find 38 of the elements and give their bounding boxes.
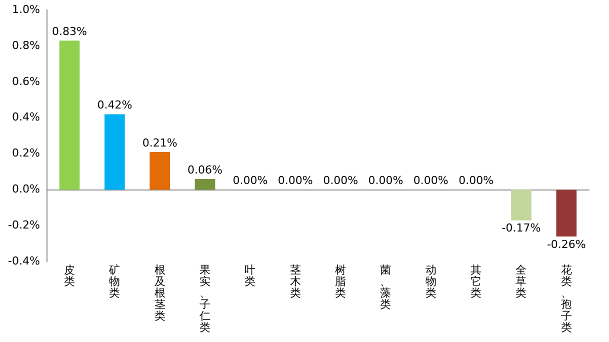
bar bbox=[59, 40, 80, 190]
data-label: 0.00% bbox=[458, 174, 494, 188]
data-label: 0.00% bbox=[413, 174, 448, 188]
x-tick-label: 矿物类 bbox=[108, 263, 120, 300]
data-label: 0.00% bbox=[368, 174, 404, 188]
x-tick-label: 全草类 bbox=[516, 263, 527, 300]
data-label: 0.00% bbox=[278, 174, 313, 188]
data-label: -0.26% bbox=[546, 238, 586, 251]
y-tick-label: 0.4% bbox=[12, 110, 40, 124]
y-tick-label: 0.0% bbox=[12, 182, 40, 196]
y-tick-label: 0.6% bbox=[12, 74, 40, 88]
x-tick-label: 茎木类 bbox=[290, 263, 301, 300]
data-label: 0.00% bbox=[323, 174, 358, 188]
y-tick-label: 0.8% bbox=[12, 38, 40, 52]
x-tick-label: 其它类 bbox=[470, 263, 482, 300]
data-label: 0.42% bbox=[97, 98, 132, 112]
bar bbox=[194, 179, 216, 190]
x-tick-label: 花类、孢子类 bbox=[560, 263, 572, 334]
y-tick-label: 0.2% bbox=[12, 146, 40, 160]
x-tick-label: 叶类 bbox=[244, 263, 256, 288]
bar bbox=[104, 114, 125, 190]
data-label: 0.21% bbox=[142, 136, 178, 150]
x-tick-label: 果实、子仁类 bbox=[200, 263, 211, 334]
bar bbox=[556, 190, 577, 237]
y-tick-label: 1.0% bbox=[12, 2, 40, 16]
x-tick-label: 根及根茎类 bbox=[154, 263, 166, 323]
x-tick-label: 动物类 bbox=[425, 263, 436, 300]
x-tick-label: 皮类 bbox=[64, 263, 75, 288]
x-tick-label: 树脂类 bbox=[335, 263, 346, 300]
y-tick-label: -0.2% bbox=[8, 218, 40, 232]
data-label: 0.06% bbox=[188, 163, 222, 176]
bar bbox=[150, 152, 170, 190]
bar bbox=[511, 190, 532, 220]
data-label: -0.17% bbox=[502, 222, 541, 235]
data-label: 0.83% bbox=[52, 24, 87, 38]
data-label: 0.00% bbox=[232, 174, 268, 188]
y-tick-label: -0.4% bbox=[8, 254, 40, 268]
x-tick-label: 菌、藻类 bbox=[380, 263, 392, 311]
